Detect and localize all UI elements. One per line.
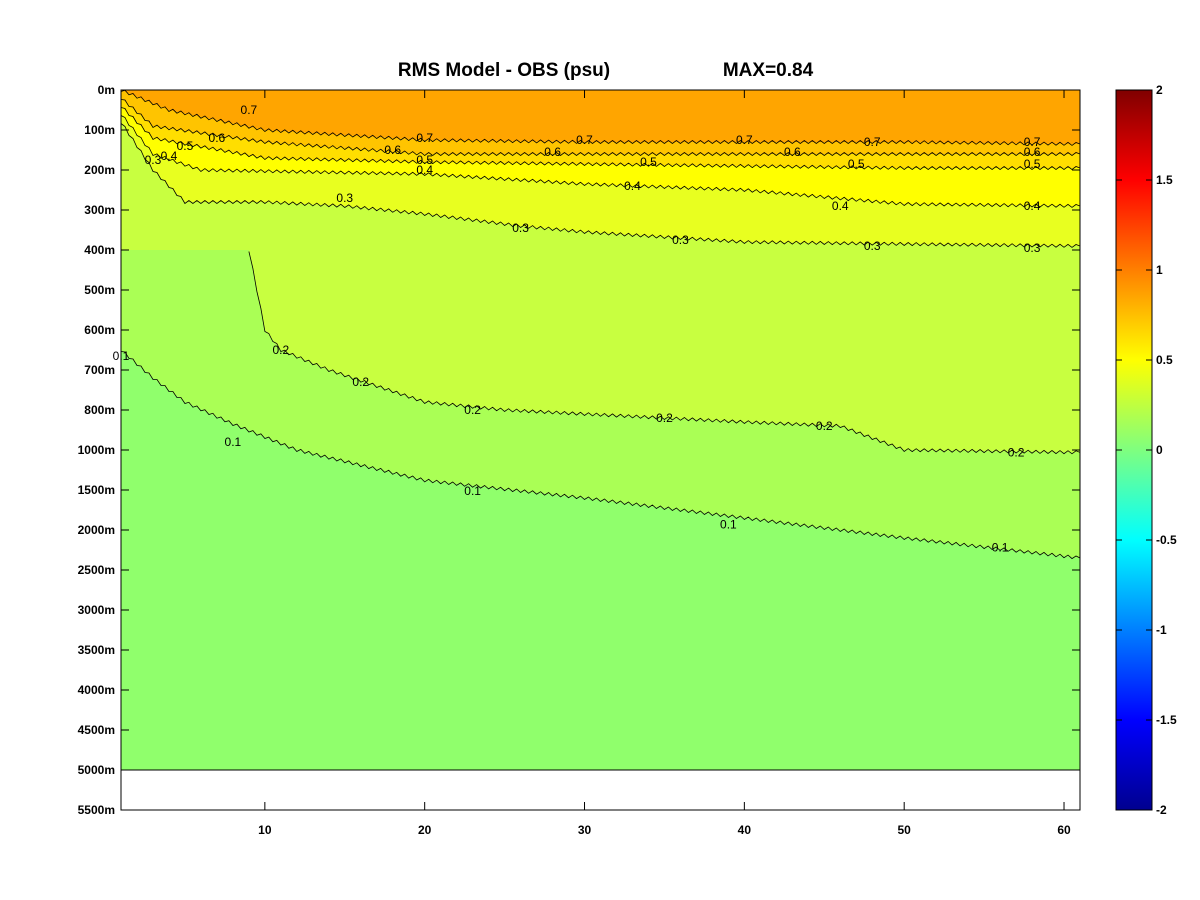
max-annotation: MAX=0.84 [723,60,814,81]
plot-area: 0.70.7 0.7 0.7 0.7 0.70.60.6 0.6 0.6 0.60.50.5 0… [78,83,1081,837]
contour-label: 0.3 [336,191,353,205]
contour-line [248,251,1080,455]
colorbar-tick-label: 0 [1156,443,1163,457]
contour-lines [121,90,1080,560]
contour-label: 0.5 [848,157,865,171]
contour-line [121,115,1080,208]
contour-label: 0.5 [1024,157,1041,171]
value-band [121,90,1080,144]
contour-label: 0.6 [209,131,226,145]
colorbar-tick-label: -0.5 [1156,533,1177,547]
contour-label: 0.3 [864,239,881,253]
contour-label: 0.7 [864,135,881,149]
x-axis-ticks: 10 20 30 40 50 60 [258,90,1071,837]
x-tick-label: 20 [418,823,432,837]
colorbar-tick-label: 2 [1156,83,1163,97]
y-tick-label: 3500m [78,643,115,657]
x-tick-label: 50 [898,823,912,837]
x-tick-label: 10 [258,823,272,837]
contour-label: 0.1 [720,517,737,531]
contour-label: 0.4 [1024,199,1041,213]
contour-label: 0.5 [177,139,194,153]
x-tick-label: 30 [578,823,592,837]
y-tick-label: 1500m [78,483,115,497]
contour-label: 0.6 [1024,145,1041,159]
no-data-region [121,770,1080,810]
contour-label: 0.2 [464,403,481,417]
y-tick-label: 700m [84,363,115,377]
contour-label: 0.6 [784,145,801,159]
contour-label: 0.6 [384,143,401,157]
y-tick-label: 5000m [78,763,115,777]
value-bands [121,90,1080,810]
contour-line [121,351,1080,560]
contour-label: 0.3 [512,221,529,235]
contour-label: 0.4 [416,163,433,177]
contour-label: 0.2 [272,343,289,357]
colorbar-tick-label: 1 [1156,263,1163,277]
y-tick-label: 300m [84,203,115,217]
y-tick-label: 3000m [78,603,115,617]
contour-label: 0.4 [624,179,641,193]
colorbar-tick-label: -1.5 [1156,713,1177,727]
colorbar-tick-label: -1 [1156,623,1167,637]
colorbar-tick-label: 0.5 [1156,353,1173,367]
contour-label: 0.7 [576,133,593,147]
y-axis-ticks: 0m 100m 200m 300m 400m 500m 600m 700m 800m 1000m 1… [78,83,1080,817]
contour-label: 0.7 [416,131,433,145]
y-tick-label: 1000m [78,443,115,457]
y-tick-label: 500m [84,283,115,297]
contour-label: 0.2 [352,375,369,389]
y-tick-label: 600m [84,323,115,337]
contour-label: 0.2 [816,419,833,433]
contour-label: 0.3 [672,233,689,247]
contour-label: 0.5 [640,155,657,169]
x-tick-label: 40 [738,823,752,837]
y-tick-label: 2500m [78,563,115,577]
colorbar-tick-label: 1.5 [1156,173,1173,187]
y-tick-label: 0m [98,83,115,97]
colorbar-tick-label: -2 [1156,803,1167,817]
contour-line [121,99,1080,157]
y-tick-label: 5500m [78,803,115,817]
colorbar-ticks: 2 1.5 1 0.5 0 -0.5 -1 -1.5 -2 [1116,83,1177,817]
contour-label: 0.2 [1008,445,1025,459]
chart-title: RMS Model - OBS (psu) [398,60,610,81]
x-tick-label: 60 [1057,823,1071,837]
y-tick-label: 100m [84,123,115,137]
contour-label: 0.2 [656,411,673,425]
colorbar: 2 1.5 1 0.5 0 -0.5 -1 -1.5 -2 [1115,83,1177,817]
contour-label: 0.7 [241,103,258,117]
contour-label: 0.1 [225,435,242,449]
contour-line [121,123,1080,248]
contour-label: 0.1 [464,484,481,498]
y-tick-label: 800m [84,403,115,417]
contour-label: 0.1 [992,541,1009,555]
contour-line [121,90,1080,146]
contour-label: 0.7 [1024,135,1041,149]
contour-label: 0.5 [416,153,433,167]
y-tick-label: 2000m [78,523,115,537]
contour-label: 0.3 [1024,241,1041,255]
y-tick-label: 4500m [78,723,115,737]
contour-label: 0.3 [145,153,162,167]
contour-line [121,107,1080,171]
y-tick-label: 4000m [78,683,115,697]
contour-label: 0.7 [736,133,753,147]
y-tick-label: 400m [84,243,115,257]
contour-label: 0.4 [161,149,178,163]
y-tick-label: 200m [84,163,115,177]
contour-label: 0.4 [832,199,849,213]
contour-label: 0.6 [544,145,561,159]
